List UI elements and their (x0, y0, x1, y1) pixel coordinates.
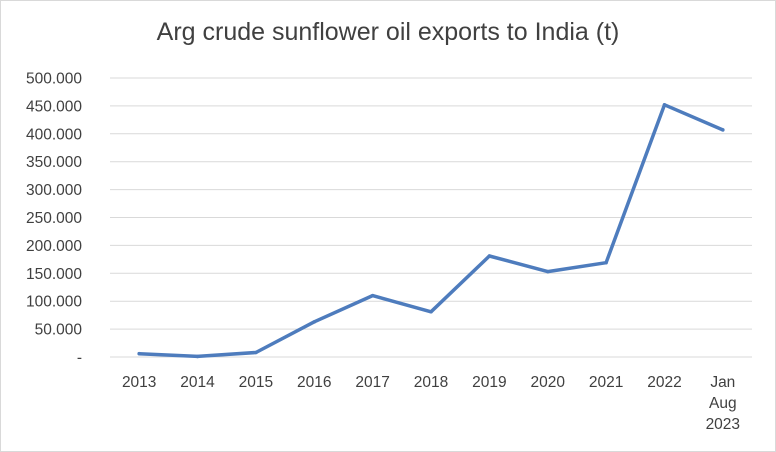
y-tick-label: 50.000 (35, 322, 83, 339)
x-tick-label: 2018 (414, 374, 448, 391)
y-tick-label: 400.000 (26, 126, 82, 143)
data-point (721, 128, 725, 132)
data-point (195, 354, 200, 359)
data-point (487, 254, 492, 258)
data-point (429, 310, 433, 314)
data-point (312, 320, 317, 324)
y-tick-label: 350.000 (26, 154, 82, 171)
x-tick-label: 2021 (589, 374, 623, 391)
y-tick-label: 100.000 (26, 294, 82, 311)
x-tick-label: 2020 (530, 374, 565, 391)
y-tick-label: 500.000 (26, 71, 82, 88)
x-tick-label: 2014 (180, 374, 215, 391)
x-tick-label: 2022 (647, 374, 681, 391)
x-tick-label: 2013 (122, 374, 156, 391)
data-point (254, 350, 258, 355)
x-tick-label: 2019 (472, 374, 506, 391)
chart-title: Arg crude sunflower oil exports to India… (156, 18, 620, 46)
data-point (545, 269, 550, 274)
series-line (137, 103, 725, 359)
x-tick-label: 2017 (355, 374, 389, 391)
x-tick-label: Jan Aug 2023 (706, 374, 740, 433)
data-point (370, 293, 375, 298)
x-tick-label: 2015 (239, 374, 273, 391)
data-point (137, 351, 141, 356)
y-tick-label: 300.000 (26, 182, 82, 199)
x-tick-label: 2016 (297, 374, 331, 391)
y-tick-label: 150.000 (26, 266, 82, 283)
y-tick-label: 200.000 (26, 238, 82, 255)
y-tick-label: 250.000 (26, 210, 82, 227)
y-tick-label: 450.000 (26, 98, 82, 115)
data-point (604, 260, 608, 265)
data-point (662, 103, 667, 107)
y-tick-label: - (77, 350, 82, 367)
